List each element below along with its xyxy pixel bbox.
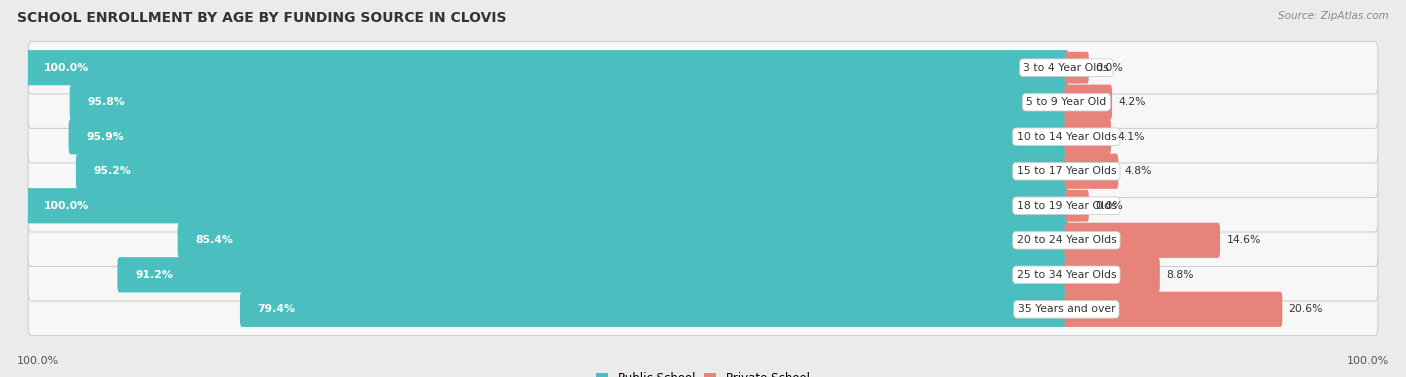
FancyBboxPatch shape	[69, 119, 1069, 154]
Text: 0.0%: 0.0%	[1095, 201, 1123, 211]
Text: 100.0%: 100.0%	[17, 356, 59, 366]
Text: 18 to 19 Year Olds: 18 to 19 Year Olds	[1017, 201, 1116, 211]
FancyBboxPatch shape	[1064, 154, 1118, 189]
FancyBboxPatch shape	[28, 110, 1378, 163]
Text: 0.0%: 0.0%	[1095, 63, 1123, 73]
Text: 20.6%: 20.6%	[1288, 304, 1323, 314]
Text: 15 to 17 Year Olds: 15 to 17 Year Olds	[1017, 166, 1116, 176]
FancyBboxPatch shape	[28, 283, 1378, 336]
Text: 85.4%: 85.4%	[195, 235, 233, 245]
FancyBboxPatch shape	[76, 154, 1069, 189]
FancyBboxPatch shape	[28, 145, 1378, 198]
FancyBboxPatch shape	[28, 214, 1378, 267]
FancyBboxPatch shape	[1064, 119, 1111, 154]
Text: 100.0%: 100.0%	[44, 63, 89, 73]
Text: 95.2%: 95.2%	[94, 166, 131, 176]
Text: 100.0%: 100.0%	[44, 201, 89, 211]
Text: 3 to 4 Year Olds: 3 to 4 Year Olds	[1024, 63, 1109, 73]
Text: 4.8%: 4.8%	[1125, 166, 1152, 176]
FancyBboxPatch shape	[28, 41, 1378, 94]
FancyBboxPatch shape	[1064, 257, 1160, 293]
FancyBboxPatch shape	[70, 84, 1069, 120]
Text: 14.6%: 14.6%	[1226, 235, 1261, 245]
FancyBboxPatch shape	[28, 179, 1378, 232]
Text: 95.9%: 95.9%	[86, 132, 124, 142]
Text: 95.8%: 95.8%	[87, 97, 125, 107]
FancyBboxPatch shape	[28, 76, 1378, 129]
Text: 25 to 34 Year Olds: 25 to 34 Year Olds	[1017, 270, 1116, 280]
Text: 10 to 14 Year Olds: 10 to 14 Year Olds	[1017, 132, 1116, 142]
FancyBboxPatch shape	[28, 248, 1378, 301]
Text: 100.0%: 100.0%	[1347, 356, 1389, 366]
Text: 8.8%: 8.8%	[1166, 270, 1194, 280]
FancyBboxPatch shape	[1064, 223, 1220, 258]
FancyBboxPatch shape	[1064, 52, 1088, 84]
Text: 4.2%: 4.2%	[1118, 97, 1146, 107]
Text: Source: ZipAtlas.com: Source: ZipAtlas.com	[1278, 11, 1389, 21]
Text: 91.2%: 91.2%	[135, 270, 173, 280]
FancyBboxPatch shape	[240, 292, 1069, 327]
FancyBboxPatch shape	[1064, 84, 1112, 120]
FancyBboxPatch shape	[27, 50, 1069, 85]
Legend: Public School, Private School: Public School, Private School	[593, 369, 813, 377]
Text: 5 to 9 Year Old: 5 to 9 Year Old	[1026, 97, 1107, 107]
FancyBboxPatch shape	[177, 223, 1069, 258]
Text: 79.4%: 79.4%	[257, 304, 295, 314]
Text: 4.1%: 4.1%	[1118, 132, 1144, 142]
Text: 20 to 24 Year Olds: 20 to 24 Year Olds	[1017, 235, 1116, 245]
FancyBboxPatch shape	[27, 188, 1069, 223]
FancyBboxPatch shape	[1064, 190, 1088, 222]
FancyBboxPatch shape	[1064, 292, 1282, 327]
Text: 35 Years and over: 35 Years and over	[1018, 304, 1115, 314]
FancyBboxPatch shape	[118, 257, 1069, 293]
Text: SCHOOL ENROLLMENT BY AGE BY FUNDING SOURCE IN CLOVIS: SCHOOL ENROLLMENT BY AGE BY FUNDING SOUR…	[17, 11, 506, 25]
